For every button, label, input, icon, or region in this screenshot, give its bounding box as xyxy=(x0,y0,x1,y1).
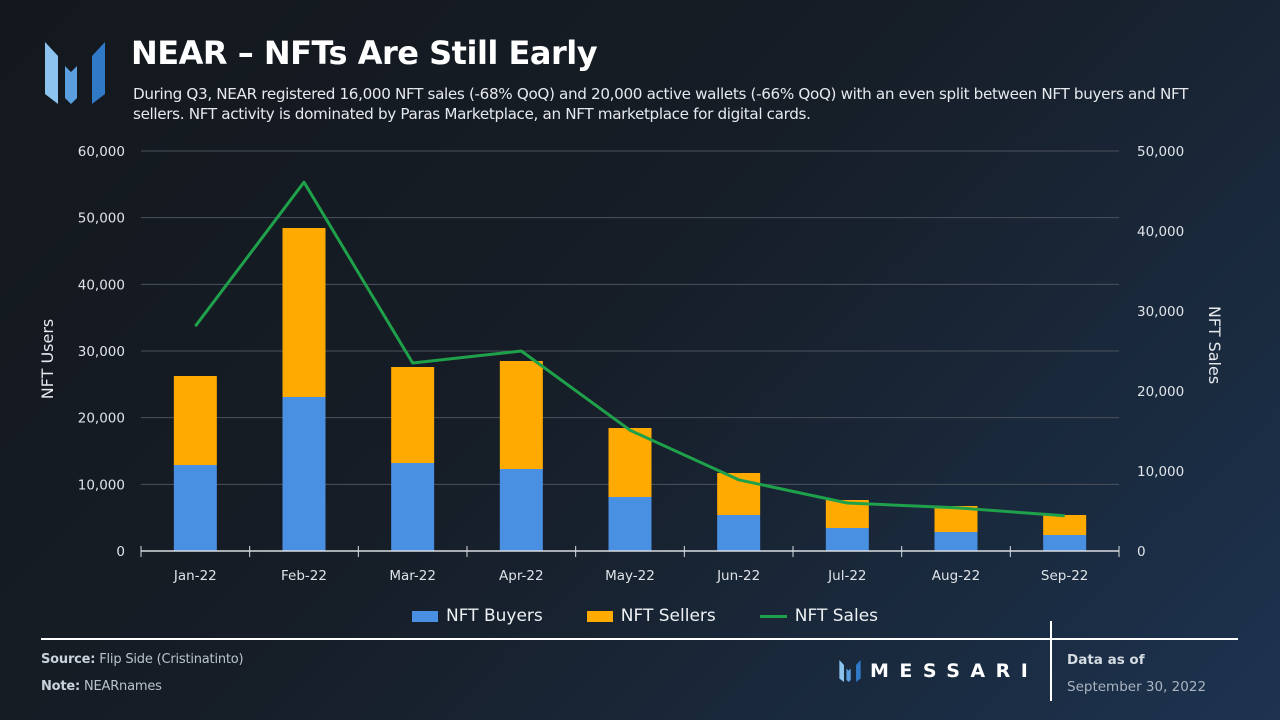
y2-tick-label: 50,000 xyxy=(1137,144,1184,160)
bar-buyers xyxy=(934,532,978,551)
y-tick-label: 30,000 xyxy=(78,344,125,360)
bar-sellers xyxy=(282,228,326,397)
chart: 0 10,000 20,000 30,000 40,000 50,000 60,000 0 10… xyxy=(38,144,1224,584)
y2-tick-label: 10,000 xyxy=(1137,464,1184,480)
bar-buyers xyxy=(173,465,217,551)
x-tick-label: Jul-22 xyxy=(827,568,866,584)
y-tick-label: 0 xyxy=(116,544,125,560)
source-label: Source: xyxy=(41,652,96,667)
y2-tick-label: 20,000 xyxy=(1137,384,1184,400)
y-tick-label: 60,000 xyxy=(78,144,125,160)
x-tick-label: Sep-22 xyxy=(1041,568,1089,584)
messari-small-logo-icon xyxy=(839,660,861,682)
bar-sellers xyxy=(499,361,543,469)
y2-tick-label: 0 xyxy=(1137,544,1146,560)
messari-logo-icon xyxy=(45,42,105,104)
y-tick-label: 10,000 xyxy=(78,477,125,493)
bar-sellers xyxy=(391,367,435,463)
bar-buyers xyxy=(1043,535,1087,551)
messari-brand: MESSARI xyxy=(838,660,1038,682)
legend-label-buyers: NFT Buyers xyxy=(445,606,543,626)
bar-buyers xyxy=(282,397,326,551)
bar-sellers xyxy=(608,428,652,497)
note-text: Note: NEARnames xyxy=(41,679,162,694)
source-value: Flip Side (Cristinatinto) xyxy=(99,652,244,667)
bar-buyers xyxy=(499,469,543,551)
y-tick-label: 20,000 xyxy=(78,411,125,427)
bars xyxy=(173,228,1087,551)
legend-swatch-sellers xyxy=(586,610,613,622)
sales-line-group xyxy=(194,180,1065,518)
y2-tick-label: 40,000 xyxy=(1137,224,1184,240)
legend-label-sellers: NFT Sellers xyxy=(620,606,716,626)
note-label: Note: xyxy=(41,679,81,694)
legend-item-buyers[interactable]: NFT Buyers xyxy=(411,606,543,626)
bar-buyers xyxy=(717,515,761,551)
source-text: Source: Flip Side (Cristinatinto) xyxy=(41,652,244,667)
note-value: NEARnames xyxy=(83,679,162,694)
footer-vertical-divider xyxy=(1050,621,1052,701)
y2-tick-label: 30,000 xyxy=(1137,304,1184,320)
legend-item-sales[interactable]: NFT Sales xyxy=(759,606,879,626)
legend-swatch-sales xyxy=(759,614,787,618)
y-tick-label: 50,000 xyxy=(78,211,125,227)
y-axis-title: NFT Users xyxy=(38,319,57,400)
x-tick-label: Aug-22 xyxy=(932,568,980,584)
legend-swatch-buyers xyxy=(411,610,438,622)
legend: NFT Buyers NFT Sellers NFT Sales xyxy=(0,606,1280,626)
x-tick-label: Feb-22 xyxy=(281,568,327,584)
x-tick-label: Jun-22 xyxy=(716,568,760,584)
data-as-of-label: Data as of xyxy=(1067,652,1145,668)
y2-axis-title: NFT Sales xyxy=(1205,306,1224,384)
messari-wordmark: MESSARI xyxy=(870,660,1039,682)
bar-buyers xyxy=(391,463,435,551)
bar-buyers xyxy=(608,497,652,551)
legend-label-sales: NFT Sales xyxy=(794,606,879,626)
page-title: NEAR – NFTs Are Still Early xyxy=(131,34,598,72)
x-tick-label: May-22 xyxy=(605,568,655,584)
axes: 0 10,000 20,000 30,000 40,000 50,000 60,000 0 10… xyxy=(78,144,1185,584)
y-tick-label: 40,000 xyxy=(78,277,125,293)
footer-divider xyxy=(41,638,1238,640)
data-as-of-date: September 30, 2022 xyxy=(1067,679,1207,695)
legend-item-sellers[interactable]: NFT Sellers xyxy=(586,606,716,626)
bar-buyers xyxy=(825,528,869,551)
bar-sellers xyxy=(173,376,217,465)
page-subtitle: During Q3, NEAR registered 16,000 NFT sa… xyxy=(133,85,1189,123)
x-tick-label: Jan-22 xyxy=(173,568,217,584)
x-tick-label: Mar-22 xyxy=(389,568,436,584)
x-tick-label: Apr-22 xyxy=(499,568,544,584)
bar-sellers xyxy=(1043,515,1087,535)
